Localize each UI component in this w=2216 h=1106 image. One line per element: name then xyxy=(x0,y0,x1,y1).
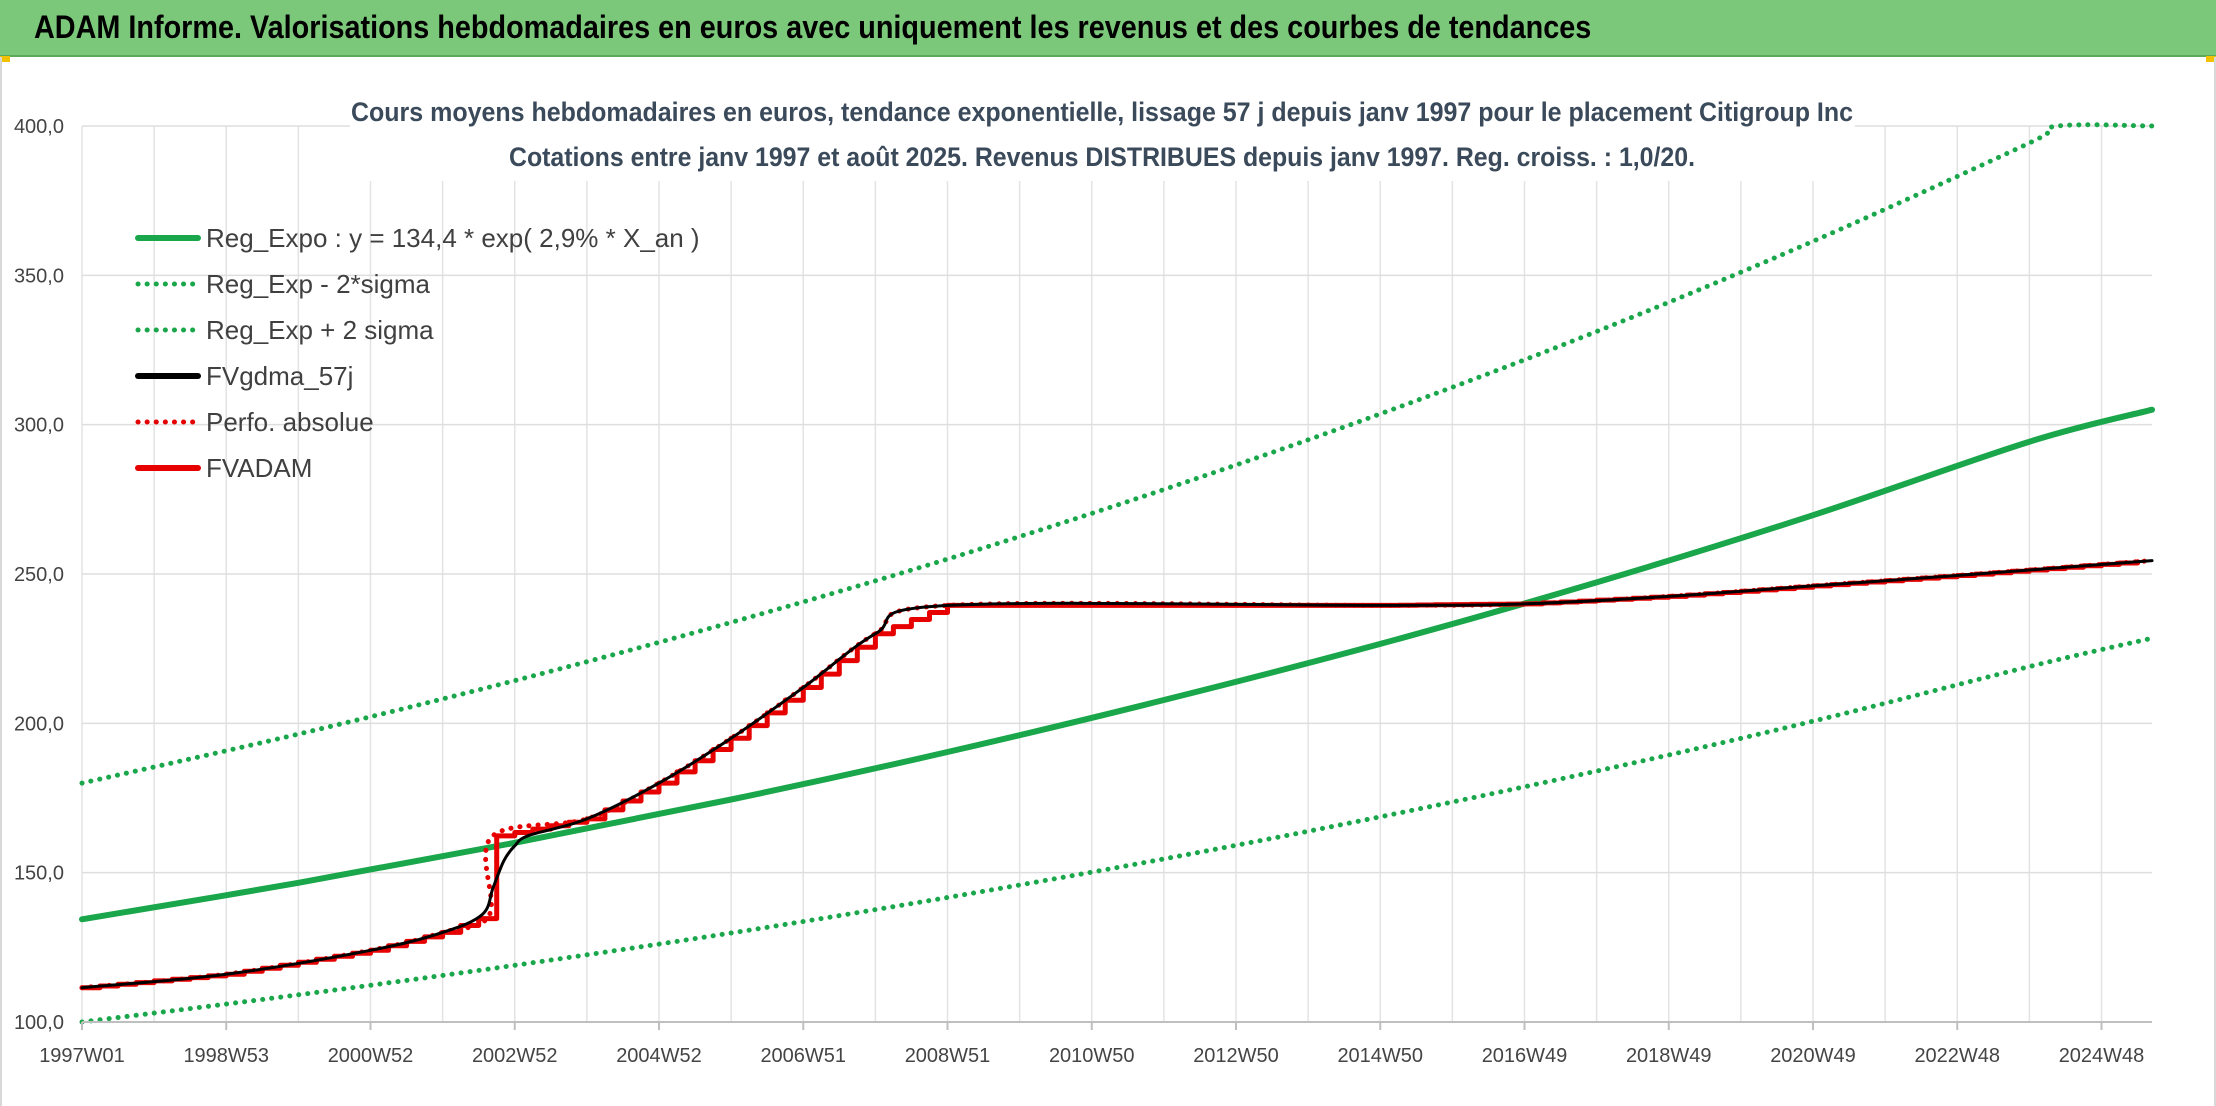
x-tick-label: 2016W49 xyxy=(1482,1045,1568,1067)
corner-marker-right xyxy=(2206,56,2216,62)
series-line-3 xyxy=(80,559,2154,990)
series-line-5 xyxy=(79,559,2141,991)
report-title: ADAM Informe. Valorisations hebdomadaire… xyxy=(34,9,1592,45)
y-tick-label: 250,0 xyxy=(14,564,64,586)
series-line-2 xyxy=(79,122,2155,786)
report-header: ADAM Informe. Valorisations hebdomadaire… xyxy=(0,0,2216,57)
x-tick-label: 2012W50 xyxy=(1193,1045,1279,1067)
y-tick-label: 200,0 xyxy=(14,713,64,735)
legend-entry-label: Perfo. absolue xyxy=(206,407,374,437)
chart-subtitle: Cotations entre janv 1997 et août 2025. … xyxy=(509,142,1695,172)
x-tick-label: 2014W50 xyxy=(1337,1045,1423,1067)
legend-entry-label: FVADAM xyxy=(206,453,312,483)
series-line-4 xyxy=(79,558,2155,991)
legend-entry-label: Reg_Exp + 2 sigma xyxy=(206,315,434,345)
x-tick-label: 2018W49 xyxy=(1626,1045,1712,1067)
x-tick-label: 2006W51 xyxy=(760,1045,846,1067)
chart-title: Cours moyens hebdomadaires en euros, ten… xyxy=(351,97,1853,127)
x-tick-label: 2002W52 xyxy=(472,1045,558,1067)
series-group xyxy=(79,122,2155,1025)
y-tick-label: 300,0 xyxy=(14,415,64,437)
legend-entry-label: Reg_Expo : y = 134,4 * exp( 2,9% * X_an … xyxy=(206,223,700,253)
y-tick-label: 350,0 xyxy=(14,265,64,287)
x-tick-label: 2024W48 xyxy=(2059,1045,2145,1067)
grid xyxy=(81,125,2152,1023)
chart-area xyxy=(0,57,2216,1106)
x-tick-label: 2000W52 xyxy=(328,1045,414,1067)
legend-entry-label: Reg_Exp - 2*sigma xyxy=(206,269,431,299)
x-tick-label: 1997W01 xyxy=(39,1045,125,1067)
x-tick-label: 2020W49 xyxy=(1770,1045,1856,1067)
x-tick-label: 2010W50 xyxy=(1049,1045,1135,1067)
axes: 100,0 150,0 200,0 250,0 300,0 350,0 400,0 1997W… xyxy=(14,116,2152,1067)
x-tick-label: 2022W48 xyxy=(1914,1045,2000,1067)
y-tick-label: 400,0 xyxy=(14,116,64,138)
x-tick-label: 2004W52 xyxy=(616,1045,702,1067)
series-line-0 xyxy=(79,406,2155,923)
x-tick-label: 2008W51 xyxy=(905,1045,991,1067)
y-tick-label: 100,0 xyxy=(14,1012,64,1034)
series-line-1 xyxy=(79,635,2155,1025)
legend: Reg_Expo : y = 134,4 * exp( 2,9% * X_an … xyxy=(135,223,700,483)
y-tick-label: 150,0 xyxy=(14,863,64,885)
corner-marker-left xyxy=(0,56,10,62)
x-tick-label: 1998W53 xyxy=(183,1045,269,1067)
title-background xyxy=(350,85,1855,181)
legend-entry-label: FVgdma_57j xyxy=(206,361,353,391)
